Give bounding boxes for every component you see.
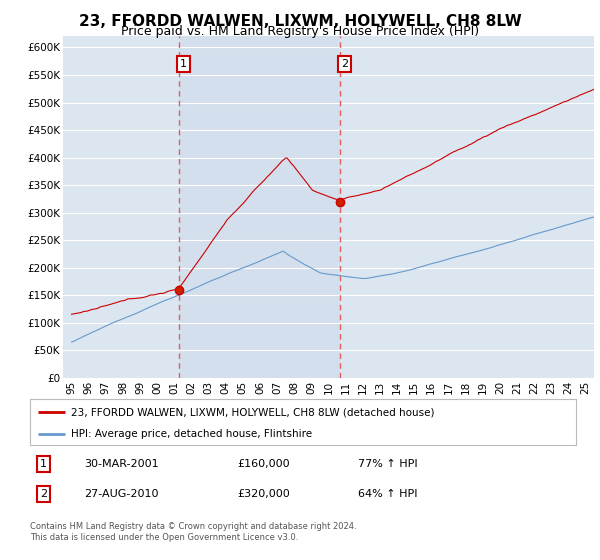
Text: 2: 2 (40, 489, 47, 500)
Text: This data is licensed under the Open Government Licence v3.0.: This data is licensed under the Open Gov… (30, 533, 298, 542)
Text: £160,000: £160,000 (238, 459, 290, 469)
Text: 2: 2 (341, 59, 349, 69)
Text: HPI: Average price, detached house, Flintshire: HPI: Average price, detached house, Flin… (71, 429, 312, 438)
Text: 23, FFORDD WALWEN, LIXWM, HOLYWELL, CH8 8LW: 23, FFORDD WALWEN, LIXWM, HOLYWELL, CH8 … (79, 14, 521, 29)
Text: 30-MAR-2001: 30-MAR-2001 (85, 459, 159, 469)
Text: 1: 1 (40, 459, 47, 469)
Bar (179, 36, 340, 378)
Text: 23, FFORDD WALWEN, LIXWM, HOLYWELL, CH8 8LW (detached house): 23, FFORDD WALWEN, LIXWM, HOLYWELL, CH8 … (71, 407, 434, 417)
Text: £320,000: £320,000 (238, 489, 290, 500)
Text: 1: 1 (180, 59, 187, 69)
Text: 27-AUG-2010: 27-AUG-2010 (85, 489, 159, 500)
Text: 64% ↑ HPI: 64% ↑ HPI (358, 489, 417, 500)
Text: Price paid vs. HM Land Registry's House Price Index (HPI): Price paid vs. HM Land Registry's House … (121, 25, 479, 38)
Text: 77% ↑ HPI: 77% ↑ HPI (358, 459, 417, 469)
Text: Contains HM Land Registry data © Crown copyright and database right 2024.: Contains HM Land Registry data © Crown c… (30, 522, 356, 531)
